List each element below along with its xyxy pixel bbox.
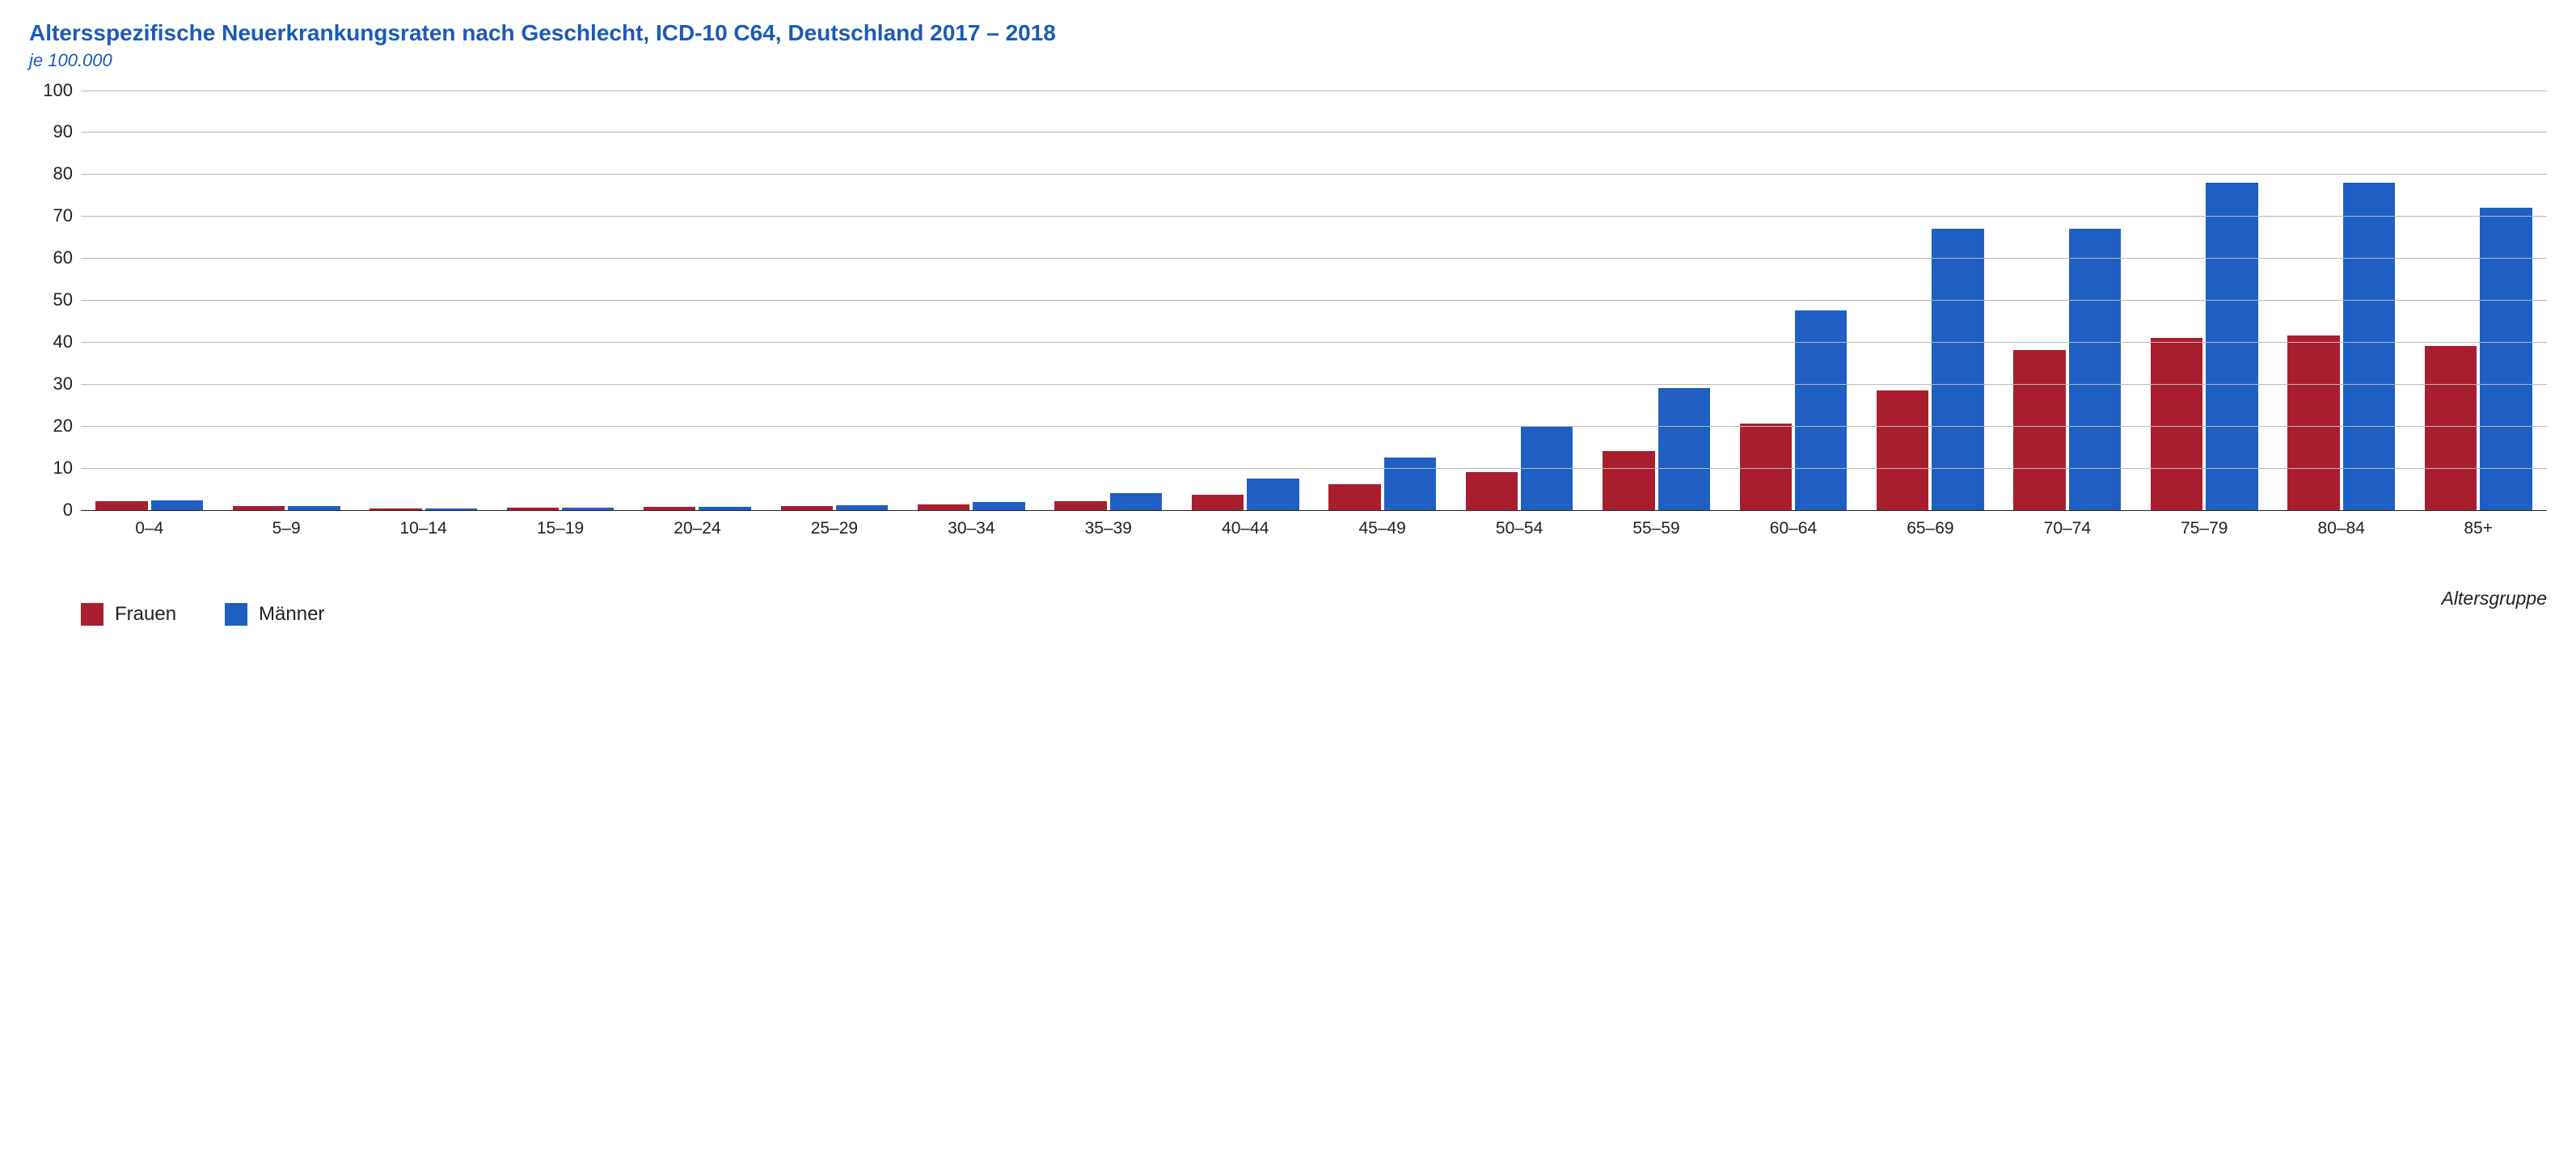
gridline [81,174,2547,175]
x-tick-label: 0–4 [81,519,217,538]
x-tick-label: 55–59 [1588,519,1725,538]
bar [2480,208,2532,510]
legend-label: Männer [259,603,324,626]
x-tick-label: 75–79 [2136,519,2273,538]
bar [1740,424,1792,509]
bar [233,506,285,509]
bar [562,508,614,510]
bar [1110,493,1162,510]
x-tick-label: 85+ [2409,519,2546,538]
bar [1466,472,1518,510]
y-tick-label: 40 [32,331,73,352]
bar [1054,501,1106,509]
gridline [81,468,2547,469]
x-axis-labels: 0–45–910–1415–1920–2425–2930–3435–3940–4… [81,519,2547,538]
bar [95,501,147,509]
bar [2151,338,2202,510]
y-tick-label: 60 [32,247,73,268]
x-tick-label: 20–24 [629,519,766,538]
y-tick-label: 80 [32,163,73,184]
bar [699,507,750,509]
legend: Frauen Männer [29,603,2547,626]
x-tick-label: 40–44 [1177,519,1314,538]
bar [781,506,833,509]
legend-label: Frauen [115,603,176,626]
x-tick-label: 45–49 [1314,519,1451,538]
gridline [81,300,2547,301]
x-tick-label: 10–14 [355,519,492,538]
bar [151,500,203,509]
x-tick-label: 65–69 [1862,519,1999,538]
x-tick-label: 5–9 [217,519,354,538]
bar [425,508,477,510]
legend-item: Frauen [81,603,176,626]
gridline [81,342,2547,343]
x-tick-label: 80–84 [2273,519,2409,538]
bar [973,502,1024,509]
bar [2013,350,2065,509]
bar [1877,390,1928,510]
gridline [81,132,2547,133]
bar [918,504,969,509]
bar [1603,451,1654,510]
chart-container: 0102030405060708090100 0–45–910–1415–192… [29,91,2547,577]
x-tick-label: 35–39 [1040,519,1176,538]
bar [1384,458,1436,510]
bar [2206,183,2257,510]
y-tick-label: 90 [32,121,73,142]
gridline [81,258,2547,259]
bar [2287,335,2339,509]
bar [288,506,340,509]
bar [2343,183,2395,510]
gridline [81,426,2547,427]
bar [2425,346,2477,509]
y-tick-label: 100 [32,80,73,101]
x-tick-label: 30–34 [903,519,1040,538]
x-tick-label: 25–29 [766,519,902,538]
bar [1247,479,1299,510]
y-tick-label: 20 [32,415,73,437]
legend-swatch [225,603,247,626]
plot-area: 0102030405060708090100 [81,91,2547,511]
gridline [81,384,2547,385]
x-tick-label: 70–74 [1999,519,2135,538]
y-tick-label: 10 [32,458,73,479]
gridline [81,216,2547,217]
legend-swatch [81,603,103,626]
x-tick-label: 15–19 [492,519,628,538]
bar [1192,495,1244,509]
y-tick-label: 50 [32,289,73,310]
chart-subtitle: je 100.000 [29,50,2547,71]
bar [1328,484,1380,509]
bar [507,508,559,510]
bar [1658,388,1710,510]
y-tick-label: 0 [32,500,73,521]
bar [1795,310,1847,510]
x-axis-title: Altersgruppe [2442,588,2547,610]
x-tick-label: 60–64 [1725,519,1861,538]
chart-title: Altersspezifische Neuerkrankungsraten na… [29,19,2547,47]
bar [370,508,421,510]
bar [836,505,888,509]
y-tick-label: 30 [32,373,73,394]
y-tick-label: 70 [32,205,73,226]
legend-item: Männer [225,603,324,626]
bar [644,507,695,509]
x-tick-label: 50–54 [1451,519,1587,538]
